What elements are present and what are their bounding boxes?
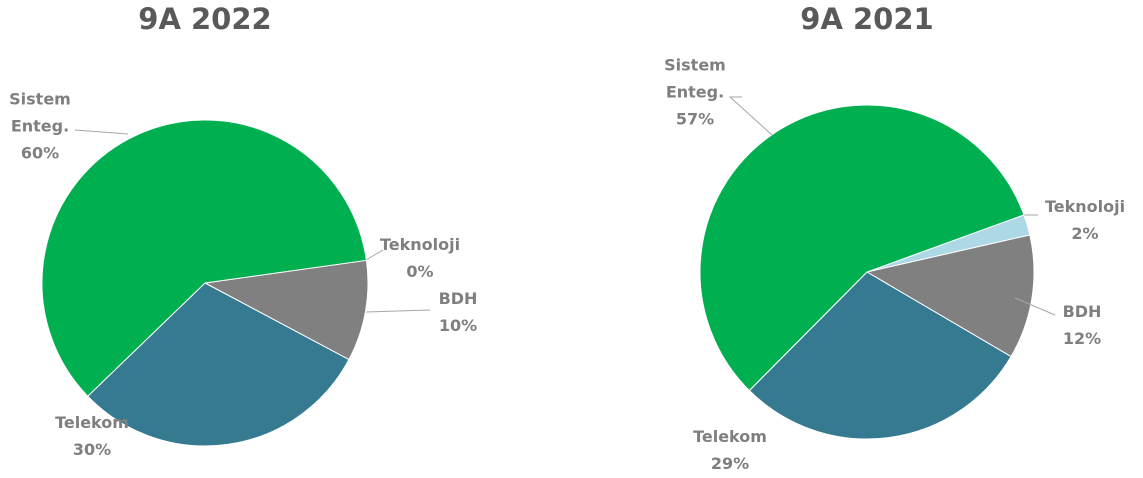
category-label: Telekom	[693, 427, 767, 446]
pie-slice	[203, 259, 369, 361]
value-label: 0%	[406, 262, 434, 281]
category-label: BDH	[1062, 302, 1102, 321]
category-label: Telekom	[55, 413, 129, 432]
data-label: Sistem Enteg. 57%	[650, 52, 740, 133]
value-label: 10%	[438, 316, 478, 335]
pie-slice	[699, 104, 1025, 392]
leader-line	[1014, 297, 1056, 316]
category-label: BDH	[438, 289, 478, 308]
leader-line	[74, 129, 129, 135]
pie-slice	[41, 119, 367, 397]
data-label: BDH 10%	[413, 285, 503, 339]
data-label: Sistem Enteg. 60%	[0, 86, 85, 167]
chart-title: 9A 2022	[138, 2, 272, 36]
value-label: 29%	[710, 454, 750, 473]
category-label: Teknoloji	[379, 235, 461, 254]
value-label: 60%	[20, 143, 60, 163]
data-label: BDH 12%	[1037, 298, 1127, 352]
leader-line	[728, 96, 773, 136]
category-label: Teknoloji	[1044, 197, 1126, 216]
pie-slice	[865, 234, 1035, 358]
leader-line	[365, 309, 431, 313]
value-label: 57%	[675, 109, 715, 129]
data-label: Telekom 29%	[685, 423, 775, 477]
value-label: 30%	[72, 440, 112, 459]
leader-line	[365, 249, 384, 261]
pie-slice	[748, 271, 1012, 440]
data-label: Telekom 30%	[47, 409, 137, 463]
category-label: Sistem Enteg.	[9, 89, 71, 136]
value-label: 2%	[1071, 224, 1099, 243]
chart-title: 9A 2021	[800, 2, 934, 36]
value-label: 12%	[1062, 329, 1102, 348]
data-label: Teknoloji 2%	[1040, 193, 1130, 247]
category-label: Sistem Enteg.	[664, 55, 726, 102]
data-label: Teknoloji 0%	[375, 231, 465, 285]
pie-slice	[87, 282, 350, 447]
